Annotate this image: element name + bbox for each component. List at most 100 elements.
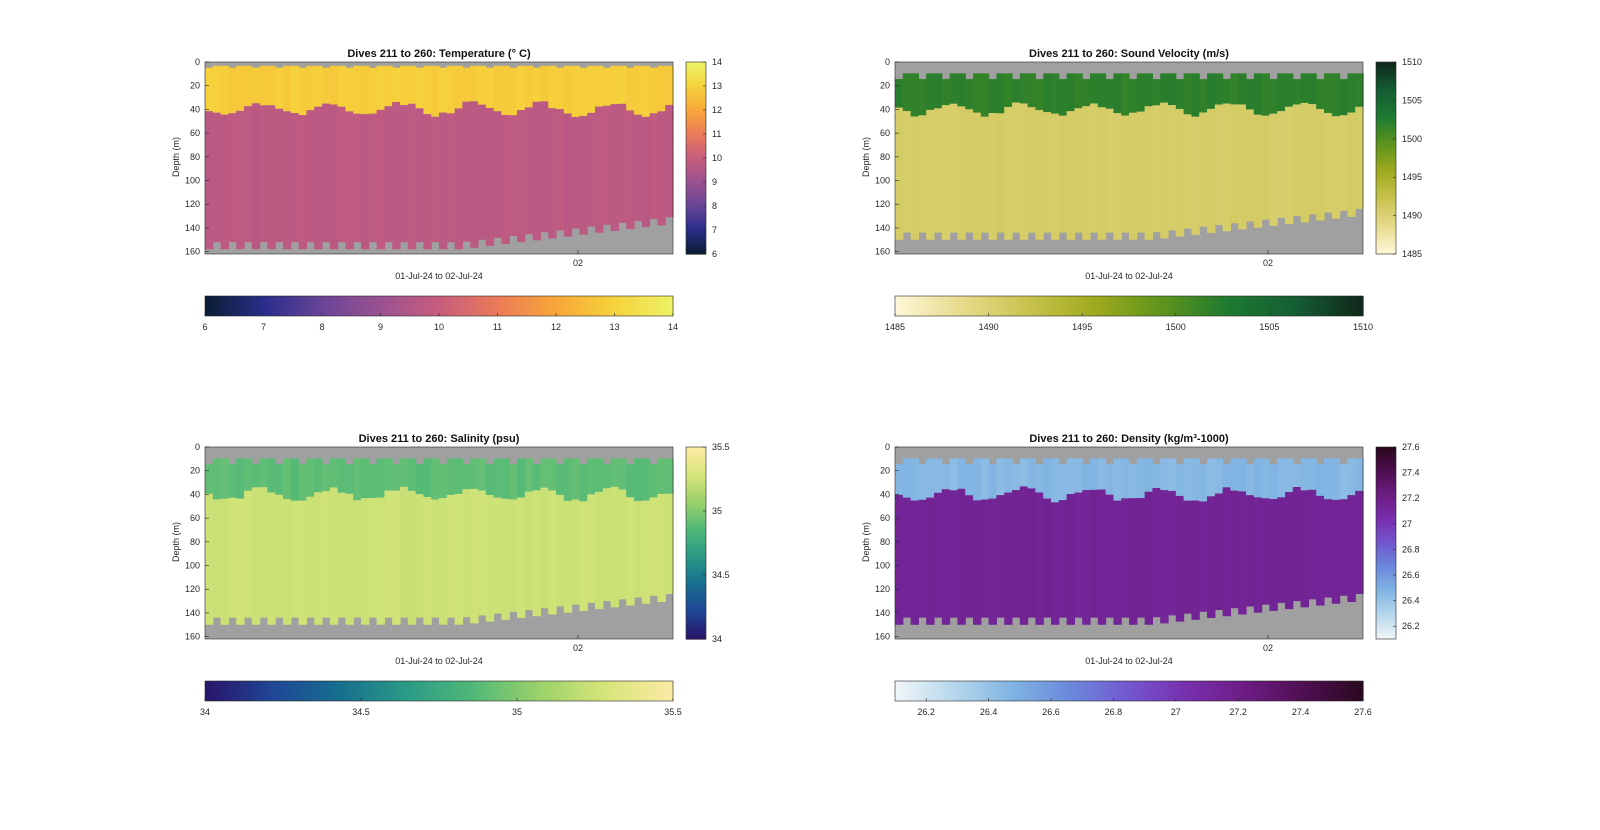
heatmap-cell bbox=[980, 73, 990, 117]
colorbar-swatch bbox=[1376, 173, 1396, 177]
heatmap-cell bbox=[517, 497, 526, 619]
colorbar-swatch bbox=[224, 681, 230, 701]
y-tick-label: 120 bbox=[875, 584, 890, 594]
heatmap-cell bbox=[1105, 108, 1114, 233]
heatmap-cell bbox=[509, 464, 518, 500]
heatmap-cell bbox=[353, 500, 362, 618]
colorbar-swatch bbox=[370, 296, 377, 316]
heatmap-cell bbox=[965, 495, 974, 618]
colorbar-swatch bbox=[686, 215, 706, 219]
y-tick-label: 40 bbox=[880, 104, 890, 114]
colorbar-swatch bbox=[1226, 296, 1232, 316]
heatmap-cell bbox=[1019, 458, 1029, 487]
colorbar-swatch bbox=[899, 296, 906, 316]
colorbar-swatch bbox=[546, 681, 552, 701]
colorbar-swatch bbox=[512, 296, 518, 316]
heatmap-cell bbox=[988, 498, 997, 625]
heatmap-cell bbox=[236, 498, 245, 625]
y-tick-label: 140 bbox=[185, 223, 200, 233]
heatmap-cell bbox=[1253, 73, 1263, 115]
colorbar-swatch bbox=[1343, 296, 1349, 316]
heatmap-cell bbox=[571, 116, 580, 229]
heatmap-cell bbox=[579, 501, 588, 611]
heatmap-cell bbox=[1019, 103, 1029, 240]
colorbar-swatch bbox=[1376, 128, 1396, 132]
colorbar-tick-label: 14 bbox=[668, 322, 678, 332]
colorbar-swatch bbox=[409, 681, 416, 701]
colorbar-swatch bbox=[1163, 296, 1169, 316]
colorbar-swatch bbox=[686, 492, 706, 496]
heatmap-cell bbox=[1355, 458, 1364, 491]
colorbar-swatch bbox=[1016, 296, 1023, 316]
colorbar-tick-label: 26.8 bbox=[1105, 707, 1123, 717]
colorbar-tick-label: 26.2 bbox=[917, 707, 935, 717]
heatmap-cell bbox=[996, 113, 1005, 233]
heatmap-cell bbox=[540, 65, 549, 102]
heatmap-cell bbox=[236, 65, 245, 111]
colorbar-swatch bbox=[1376, 588, 1396, 592]
colorbar-swatch bbox=[453, 296, 460, 316]
colorbar-swatch bbox=[302, 681, 308, 701]
heatmap-cell bbox=[571, 458, 580, 500]
colorbar-swatch bbox=[686, 495, 706, 499]
colorbar-swatch bbox=[653, 681, 659, 701]
colorbar-swatch bbox=[1031, 296, 1037, 316]
colorbar-swatch bbox=[686, 603, 706, 607]
heatmap-cell bbox=[587, 494, 596, 603]
colorbar-swatch bbox=[619, 681, 625, 701]
heatmap-cell bbox=[392, 101, 401, 250]
heatmap-cell bbox=[1246, 79, 1255, 110]
heatmap-cell bbox=[322, 103, 331, 243]
heatmap-cell bbox=[283, 65, 292, 112]
colorbar-swatch bbox=[686, 209, 706, 213]
colorbar-swatch bbox=[686, 191, 706, 195]
colorbar-swatch bbox=[686, 83, 706, 87]
colorbar-swatch bbox=[570, 681, 577, 701]
colorbar-frame bbox=[894, 680, 1364, 702]
heatmap-cell bbox=[532, 464, 541, 491]
colorbar-horizontal: 6 7 8 9 10 11 12 13 14 bbox=[202, 295, 678, 332]
heatmap-cell bbox=[275, 464, 284, 495]
heatmap-cell bbox=[1152, 79, 1161, 106]
heatmap-cell bbox=[595, 65, 604, 107]
heatmap-cell bbox=[1144, 458, 1153, 492]
colorbar-tick-label: 35 bbox=[712, 506, 722, 516]
colorbar-swatch bbox=[556, 681, 562, 701]
colorbar-swatch bbox=[686, 176, 706, 180]
heatmap-cell bbox=[1292, 104, 1302, 217]
colorbar-tick-label: 9 bbox=[712, 177, 717, 187]
y-axis-label: Depth (m) bbox=[171, 137, 181, 177]
y-axis: 0 20 40 60 80 100 120 140 160 bbox=[875, 57, 899, 257]
colorbar-swatch bbox=[365, 296, 372, 316]
heatmap-cell bbox=[1355, 106, 1364, 209]
heatmap-cell bbox=[1035, 79, 1044, 111]
heatmap-cell bbox=[1199, 501, 1208, 612]
heatmap-cell bbox=[602, 105, 612, 225]
colorbar-swatch bbox=[224, 296, 230, 316]
colorbar-swatch bbox=[1114, 681, 1120, 701]
heatmap-cell bbox=[1207, 108, 1216, 234]
heatmap-cell bbox=[353, 113, 362, 243]
heatmap-cell bbox=[1316, 464, 1325, 496]
colorbar-swatch bbox=[686, 498, 706, 502]
colorbar-swatch bbox=[1250, 681, 1257, 701]
colorbar-swatch bbox=[686, 522, 706, 526]
colorbar-swatch bbox=[686, 221, 706, 225]
heatmap-cell bbox=[251, 464, 261, 488]
colorbar-swatch bbox=[624, 296, 630, 316]
colorbar-swatch bbox=[686, 107, 706, 111]
colorbar-swatch bbox=[686, 624, 706, 628]
colorbar-swatch bbox=[619, 296, 625, 316]
colorbar-frame bbox=[685, 446, 707, 640]
chart-title: Dives 211 to 260: Density (kg/m³-1000) bbox=[1029, 433, 1229, 445]
heatmap-cell bbox=[910, 116, 919, 240]
colorbar-swatch bbox=[1158, 681, 1164, 701]
colorbar-swatch bbox=[686, 585, 706, 589]
heatmap-cell bbox=[1214, 104, 1224, 226]
colorbar-swatch bbox=[302, 296, 308, 316]
colorbar-swatch bbox=[1376, 513, 1396, 517]
colorbar-tick-label: 34.5 bbox=[712, 570, 730, 580]
colorbar-swatch bbox=[638, 296, 645, 316]
colorbar-swatch bbox=[1036, 681, 1042, 701]
heatmap-cell bbox=[1261, 458, 1270, 499]
